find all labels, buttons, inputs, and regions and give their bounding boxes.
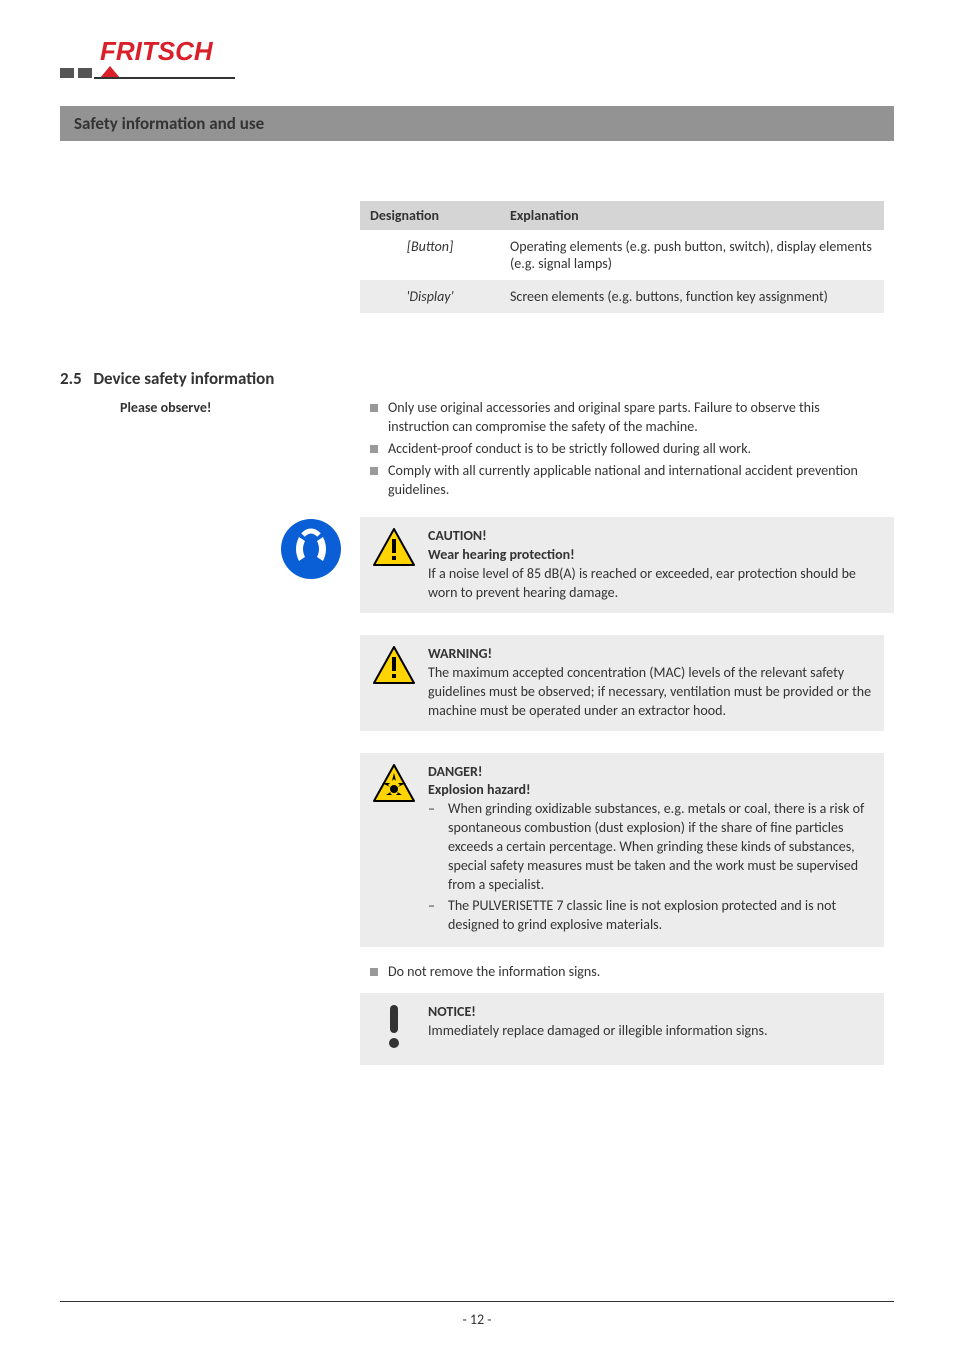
footer-rule bbox=[60, 1301, 894, 1302]
observe-bullets: Only use original accessories and origin… bbox=[360, 399, 884, 499]
danger-heading: Explosion hazard! bbox=[428, 781, 531, 798]
section-2-5-heading: 2.5 Device safety information bbox=[60, 368, 894, 389]
bullet-item: Accident-proof conduct is to be strictly… bbox=[360, 440, 884, 459]
notice-label: NOTICE! bbox=[428, 1003, 476, 1020]
danger-item: When grinding oxidizable substances, e.g… bbox=[428, 800, 872, 894]
caution-row: CAUTION! Wear hearing protection! If a n… bbox=[276, 517, 894, 613]
bullet-item: Comply with all currently applicable nat… bbox=[360, 462, 884, 500]
designation-table: Designation Explanation [Button] Operati… bbox=[360, 201, 884, 313]
warning-triangle-icon bbox=[372, 527, 416, 603]
caution-heading: Wear hearing protection! bbox=[428, 546, 575, 563]
designation-table-wrap: Designation Explanation [Button] Operati… bbox=[360, 201, 884, 313]
danger-label: DANGER! bbox=[428, 763, 482, 780]
danger-item: The PULVERISETTE 7 classic line is not e… bbox=[428, 897, 872, 935]
warning-triangle-icon bbox=[372, 645, 416, 721]
caution-box: CAUTION! Wear hearing protection! If a n… bbox=[360, 517, 894, 613]
bullet-item: Only use original accessories and origin… bbox=[360, 399, 884, 437]
danger-box: DANGER! Explosion hazard! When grinding … bbox=[360, 753, 884, 947]
notice-box: NOTICE! Immediately replace damaged or i… bbox=[360, 993, 884, 1065]
info-sign-bullet-wrap: Do not remove the information signs. bbox=[360, 963, 884, 982]
caution-text: CAUTION! Wear hearing protection! If a n… bbox=[428, 527, 882, 603]
warning-box: WARNING! The maximum accepted concentrat… bbox=[360, 635, 884, 731]
section-header: Safety information and use bbox=[60, 106, 894, 141]
danger-row: DANGER! Explosion hazard! When grinding … bbox=[360, 753, 884, 947]
warning-text: WARNING! The maximum accepted concentrat… bbox=[428, 645, 872, 721]
please-observe-label: Please observe! bbox=[120, 399, 211, 416]
svg-text:FRITSCH: FRITSCH bbox=[100, 36, 214, 66]
notice-exclaim-icon bbox=[372, 1003, 416, 1055]
notice-row: NOTICE! Immediately replace damaged or i… bbox=[360, 993, 884, 1065]
fritsch-logo: FRITSCH bbox=[60, 30, 240, 92]
table-header-row: Designation Explanation bbox=[360, 201, 884, 230]
danger-text: DANGER! Explosion hazard! When grinding … bbox=[428, 763, 872, 937]
cell-explanation: Operating elements (e.g. push button, sw… bbox=[500, 230, 884, 280]
section-title: Device safety information bbox=[93, 368, 274, 389]
warning-row: WARNING! The maximum accepted concentrat… bbox=[360, 635, 884, 731]
notice-text: NOTICE! Immediately replace damaged or i… bbox=[428, 1003, 768, 1055]
cell-explanation: Screen elements (e.g. buttons, function … bbox=[500, 280, 884, 313]
th-designation: Designation bbox=[360, 201, 500, 230]
warning-body: The maximum accepted concentration (MAC)… bbox=[428, 664, 871, 719]
table-row: 'Display' Screen elements (e.g. buttons,… bbox=[360, 280, 884, 313]
table-row: [Button] Operating elements (e.g. push b… bbox=[360, 230, 884, 280]
ear-protection-icon bbox=[276, 517, 346, 613]
notice-body: Immediately replace damaged or illegible… bbox=[428, 1022, 768, 1039]
caution-label: CAUTION! bbox=[428, 527, 487, 544]
section-number: 2.5 bbox=[60, 368, 82, 389]
cell-designation: [Button] bbox=[360, 230, 500, 280]
th-explanation: Explanation bbox=[500, 201, 884, 230]
warning-label: WARNING! bbox=[428, 645, 492, 662]
explosion-triangle-icon bbox=[372, 763, 416, 937]
caution-body: If a noise level of 85 dB(A) is reached … bbox=[428, 565, 856, 601]
bullet-item: Do not remove the information signs. bbox=[360, 963, 884, 982]
cell-designation: 'Display' bbox=[360, 280, 500, 313]
page-number: - 12 - bbox=[0, 1311, 954, 1328]
logo-area: FRITSCH bbox=[60, 30, 894, 100]
